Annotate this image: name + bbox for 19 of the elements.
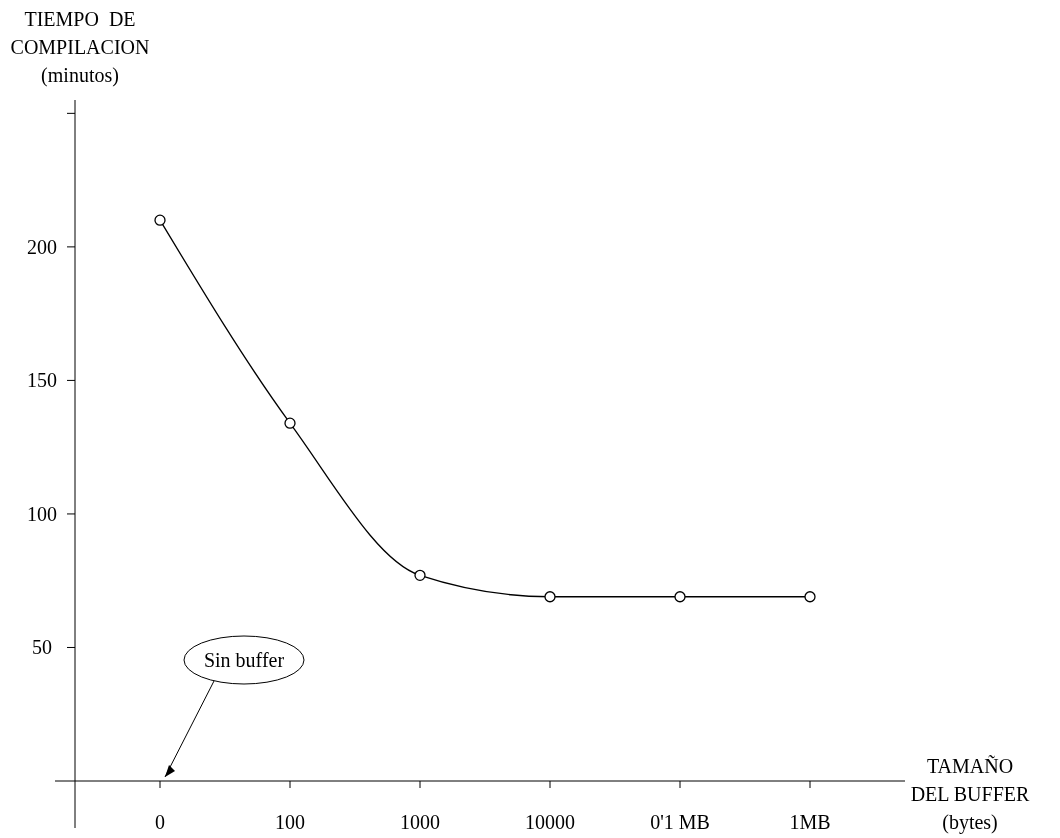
x-tick-label: 1000 [400, 811, 440, 833]
x-tick-label: 1MB [789, 811, 831, 833]
x-axis-title: TAMAÑO DEL BUFFER (bytes) [910, 754, 1031, 834]
y-axis-title: TIEMPO DE COMPILACION (minutos) [10, 8, 150, 87]
point [284, 417, 296, 429]
point [544, 591, 556, 603]
point [674, 591, 686, 603]
y-tick-label: 100 [27, 502, 57, 525]
point [414, 569, 426, 582]
y-tick-label: 200 [27, 235, 57, 258]
point [154, 214, 166, 226]
x-tick-label: 0 [155, 811, 165, 833]
x-tick-label: 10000 [525, 811, 575, 833]
y-tick-label: 150 [27, 369, 57, 392]
x-tick-label: 100 [275, 811, 305, 833]
x-tick-label: 0'1 MB [650, 811, 710, 833]
point [804, 591, 816, 603]
y-tick-label: 50 [32, 636, 52, 659]
annotation: Sin buffer [203, 649, 285, 671]
